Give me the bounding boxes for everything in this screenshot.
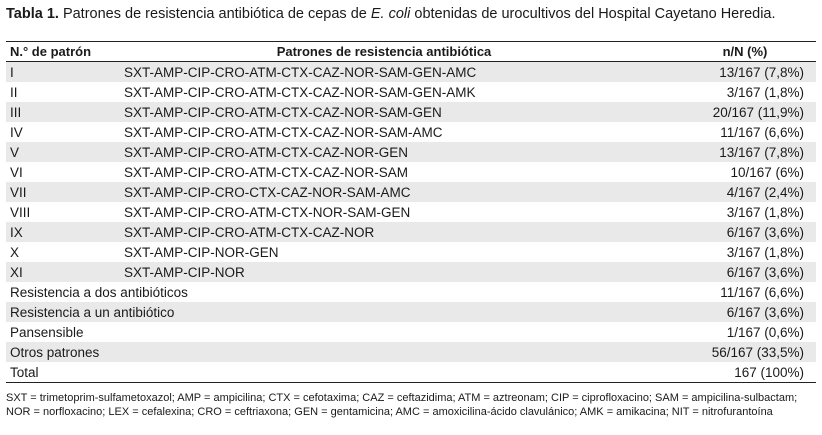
row-pattern: SXT-AMP-CIP-CRO-ATM-CTX-CAZ-NOR-GEN: [124, 144, 408, 160]
row-id: IX: [10, 224, 23, 240]
row-value: 10/167 (6%): [730, 164, 804, 180]
summary-label: Otros patrones: [10, 344, 100, 360]
row-id: VII: [10, 184, 27, 200]
row-pattern: SXT-AMP-CIP-CRO-ATM-CTX-CAZ-NOR-SAM-AMC: [124, 124, 443, 140]
table-caption: Tabla 1. Patrones de resistencia antibió…: [6, 4, 818, 24]
summary-row: Resistencia a dos antibióticos 11/167 (6…: [6, 282, 816, 302]
row-id: VIII: [10, 204, 31, 220]
table-header: N.° de patrón Patrones de resistencia an…: [6, 42, 816, 62]
table-row: XI SXT-AMP-CIP-NOR 6/167 (3,6%): [6, 262, 816, 282]
summary-row: Otros patrones 56/167 (33,5%): [6, 342, 816, 362]
row-value: 6/167 (3,6%): [726, 224, 804, 240]
summary-value: 6/167 (3,6%): [726, 304, 804, 320]
summary-label: Resistencia a un antibiótico: [10, 304, 175, 320]
header-count: n/N (%): [722, 44, 768, 59]
summary-value: 56/167 (33,5%): [711, 344, 804, 360]
summary-label: Pansensible: [10, 324, 84, 340]
summary-value: 1/167 (0,6%): [726, 324, 804, 340]
table-row: III SXT-AMP-CIP-CRO-ATM-CTX-CAZ-NOR-SAM-…: [6, 102, 816, 122]
row-id: X: [10, 244, 20, 260]
header-pattern-number: N.° de patrón: [10, 44, 92, 59]
row-id: II: [10, 84, 18, 100]
row-pattern: SXT-AMP-CIP-CRO-ATM-CTX-NOR-SAM-GEN: [124, 204, 411, 220]
row-id: III: [10, 104, 22, 120]
row-value: 13/167 (7,8%): [719, 64, 804, 80]
row-value: 11/167 (6,6%): [720, 124, 804, 140]
summary-row-total: Total 167 (100%): [6, 362, 816, 382]
caption-label: Tabla 1.: [6, 6, 59, 22]
row-pattern: SXT-AMP-CIP-CRO-ATM-CTX-CAZ-NOR-SAM-GEN-…: [124, 84, 476, 100]
summary-row: Resistencia a un antibiótico 6/167 (3,6%…: [6, 302, 816, 322]
row-id: IV: [10, 124, 23, 140]
table-row: II SXT-AMP-CIP-CRO-ATM-CTX-CAZ-NOR-SAM-G…: [6, 82, 816, 102]
summary-value: 11/167 (6,6%): [720, 284, 804, 300]
row-value: 3/167 (1,8%): [726, 204, 804, 220]
table-row: VI SXT-AMP-CIP-CRO-ATM-CTX-CAZ-NOR-SAM 1…: [6, 162, 816, 182]
row-pattern: SXT-AMP-CIP-CRO-ATM-CTX-CAZ-NOR-SAM: [124, 164, 408, 180]
row-pattern: SXT-AMP-CIP-NOR: [124, 264, 245, 280]
table-row: I SXT-AMP-CIP-CRO-ATM-CTX-CAZ-NOR-SAM-GE…: [6, 62, 816, 82]
row-value: 13/167 (7,8%): [719, 144, 804, 160]
resistance-table: N.° de patrón Patrones de resistencia an…: [6, 41, 816, 383]
row-id: I: [10, 64, 14, 80]
row-value: 3/167 (1,8%): [726, 244, 804, 260]
row-pattern: SXT-AMP-CIP-NOR-GEN: [124, 244, 279, 260]
table-row: V SXT-AMP-CIP-CRO-ATM-CTX-CAZ-NOR-GEN 13…: [6, 142, 816, 162]
row-id: XI: [10, 264, 23, 280]
summary-value: 167 (100%): [734, 364, 804, 380]
row-pattern: SXT-AMP-CIP-CRO-ATM-CTX-CAZ-NOR-SAM-GEN: [124, 104, 442, 120]
summary-row: Pansensible 1/167 (0,6%): [6, 322, 816, 342]
table-row: VIII SXT-AMP-CIP-CRO-ATM-CTX-NOR-SAM-GEN…: [6, 202, 816, 222]
caption-species: E. coli: [370, 6, 411, 22]
table-row: IV SXT-AMP-CIP-CRO-ATM-CTX-CAZ-NOR-SAM-A…: [6, 122, 816, 142]
table-row: X SXT-AMP-CIP-NOR-GEN 3/167 (1,8%): [6, 242, 816, 262]
caption-text-before: Patrones de resistencia antibiótica de c…: [58, 6, 371, 22]
row-value: 4/167 (2,4%): [726, 184, 804, 200]
row-value: 20/167 (11,9%): [712, 104, 804, 120]
row-pattern: SXT-AMP-CIP-CRO-ATM-CTX-CAZ-NOR: [124, 224, 375, 240]
table-row: VII SXT-AMP-CIP-CRO-CTX-CAZ-NOR-SAM-AMC …: [6, 182, 816, 202]
row-value: 3/167 (1,8%): [726, 84, 804, 100]
row-value: 6/167 (3,6%): [726, 264, 804, 280]
header-resistance-patterns: Patrones de resistencia antibiótica: [276, 44, 492, 59]
row-pattern: SXT-AMP-CIP-CRO-CTX-CAZ-NOR-SAM-AMC: [124, 184, 411, 200]
summary-label: Resistencia a dos antibióticos: [10, 284, 188, 300]
table-footnote: SXT = trimetoprim-sulfametoxazol; AMP = …: [6, 392, 798, 418]
summary-label: Total: [10, 364, 39, 380]
table-row: IX SXT-AMP-CIP-CRO-ATM-CTX-CAZ-NOR 6/167…: [6, 222, 816, 242]
caption-text-after: obtenidas de urocultivos del Hospital Ca…: [410, 6, 776, 22]
row-id: VI: [10, 164, 23, 180]
row-pattern: SXT-AMP-CIP-CRO-ATM-CTX-CAZ-NOR-SAM-GEN-…: [124, 64, 477, 80]
row-id: V: [10, 144, 20, 160]
